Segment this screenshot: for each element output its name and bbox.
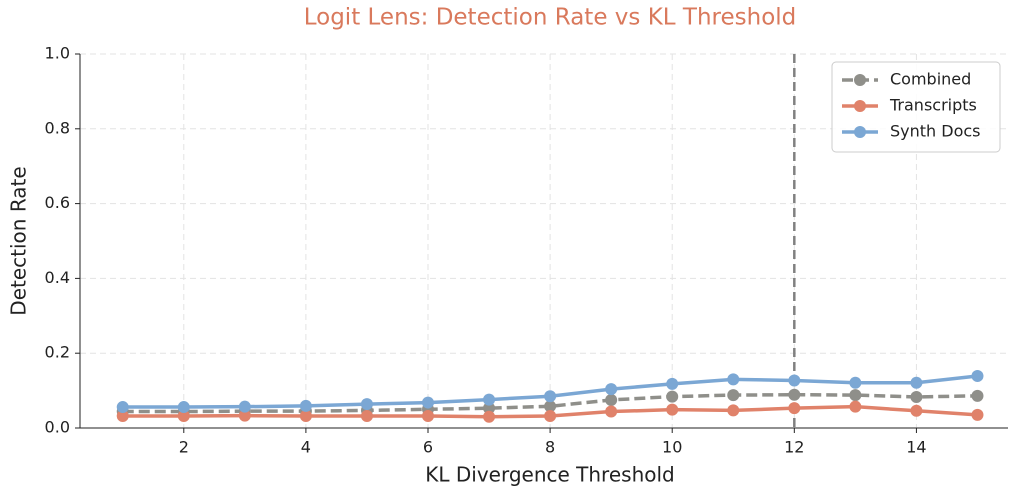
data-point: [483, 402, 496, 415]
data-point: [971, 408, 984, 421]
y-tick-label: 0.6: [45, 193, 70, 212]
data-point: [238, 400, 251, 413]
y-tick-label: 0.4: [45, 268, 70, 287]
data-point: [483, 410, 496, 423]
data-point: [116, 410, 129, 423]
data-point: [238, 409, 251, 422]
x-tick-label: 2: [179, 438, 189, 457]
data-point: [849, 376, 862, 389]
data-point: [910, 404, 923, 417]
y-tick-label: 1.0: [45, 44, 70, 63]
data-point: [422, 396, 434, 409]
data-point: [116, 401, 129, 414]
series-line: [122, 392, 978, 414]
data-point: [971, 370, 984, 383]
data-point: [544, 390, 557, 403]
legend-box: [831, 61, 1001, 153]
legend-label: Combined: [890, 70, 971, 89]
y-tick-label: 0.0: [45, 418, 70, 437]
data-point: [727, 404, 740, 417]
legend-marker: [854, 100, 866, 112]
data-point: [299, 399, 312, 412]
data-point: [544, 410, 557, 423]
legend-marker: [854, 74, 866, 86]
data-point: [605, 405, 618, 418]
data-point: [177, 410, 190, 423]
legend-label: Synth Docs: [890, 122, 981, 141]
x-tick-label: 8: [545, 438, 555, 457]
data-point: [666, 390, 679, 403]
data-point: [910, 390, 923, 403]
data-point: [360, 398, 373, 411]
data-point: [849, 389, 862, 402]
data-point: [971, 389, 984, 402]
data-point: [849, 400, 862, 413]
x-tick-label: 10: [662, 438, 682, 457]
data-point: [910, 376, 923, 389]
y-tick-label: 0.2: [45, 343, 70, 362]
x-axis-label: KL Divergence Threshold: [425, 463, 674, 487]
data-point: [727, 389, 740, 402]
legend-label: Transcripts: [889, 96, 977, 115]
data-point: [605, 393, 618, 406]
data-point: [605, 383, 618, 396]
data-point: [422, 410, 434, 423]
data-point: [666, 403, 679, 416]
x-tick-label: 12: [784, 438, 804, 457]
data-point: [788, 402, 801, 415]
data-point: [544, 400, 557, 413]
data-point: [788, 388, 801, 401]
data-point: [666, 377, 679, 390]
x-tick-label: 14: [906, 438, 926, 457]
y-tick-label: 0.8: [45, 118, 70, 137]
data-point: [177, 401, 190, 414]
y-axis-label: Detection Rate: [7, 166, 31, 315]
data-point: [483, 393, 496, 406]
data-point: [727, 373, 740, 386]
data-point: [299, 410, 312, 423]
data-point: [788, 374, 801, 387]
chart-title: Logit Lens: Detection Rate vs KL Thresho…: [304, 5, 797, 31]
data-point: [360, 410, 373, 423]
legend-marker: [854, 126, 866, 138]
x-tick-label: 4: [301, 438, 311, 457]
x-tick-label: 6: [423, 438, 433, 457]
